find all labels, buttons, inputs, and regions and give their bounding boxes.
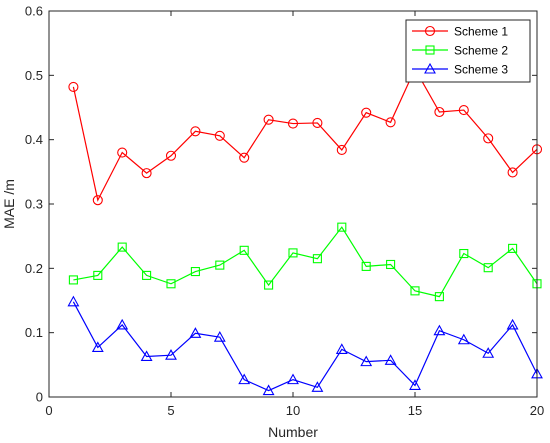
legend-item: Scheme 1: [412, 25, 508, 39]
y-tick-label: 0.5: [25, 68, 43, 83]
x-tick-label: 10: [286, 403, 300, 418]
data-point: [457, 333, 470, 345]
data-point: [434, 106, 445, 118]
data-point: [336, 144, 347, 156]
data-point: [165, 349, 177, 360]
data-point: [238, 373, 251, 385]
data-point: [337, 222, 347, 232]
y-axis-label: MAE /m: [1, 179, 17, 229]
data-point: [68, 275, 78, 285]
legend-marker: [424, 25, 436, 37]
data-point: [507, 167, 518, 178]
data-point: [508, 243, 518, 253]
x-tick-label: 0: [45, 403, 52, 418]
data-point: [213, 331, 226, 342]
data-point: [458, 105, 469, 116]
data-point: [239, 245, 249, 255]
legend-item: Scheme 3: [412, 63, 508, 77]
data-point: [190, 126, 201, 137]
data-point: [311, 381, 324, 392]
legend-label: Scheme 2: [454, 44, 508, 58]
x-tick-label: 5: [167, 403, 174, 418]
data-point: [410, 286, 420, 296]
x-axis-label: Number: [268, 424, 318, 440]
y-tick-label: 0: [36, 390, 43, 405]
data-point: [312, 117, 323, 128]
data-point: [117, 242, 127, 252]
data-point: [166, 279, 176, 289]
data-point: [361, 107, 372, 118]
data-point: [140, 350, 153, 362]
data-point: [483, 133, 494, 144]
data-point: [506, 318, 519, 330]
data-point: [214, 130, 225, 141]
axes-layer: 0 5 10 15 20 0 0.1 0.2 0.3 0.4 0.5 0.6: [25, 4, 544, 419]
legend-item: Scheme 2: [412, 44, 508, 58]
y-tick-label: 0.4: [25, 132, 43, 147]
data-point: [335, 343, 348, 354]
data-point: [409, 379, 421, 390]
legend-marker: [425, 45, 435, 55]
data-point: [385, 117, 396, 128]
y-tick-label: 0.1: [25, 325, 43, 340]
y-tick-label: 0.6: [25, 4, 43, 19]
data-point: [190, 266, 200, 277]
data-point: [312, 254, 322, 264]
data-point: [165, 150, 177, 161]
data-point: [262, 384, 275, 396]
data-point: [361, 261, 371, 271]
data-point: [264, 280, 274, 290]
data-point: [483, 263, 493, 273]
y-tick-label: 0.2: [25, 261, 43, 276]
y-tick-label: 0.3: [25, 197, 43, 212]
data-point: [92, 195, 103, 206]
legend-marker: [424, 62, 436, 74]
data-point: [360, 355, 373, 367]
data-point: [239, 152, 250, 163]
data-point: [263, 114, 274, 125]
data-point: [482, 347, 495, 358]
data-point: [287, 373, 299, 385]
data-point: [384, 354, 397, 365]
legend-label: Scheme 3: [454, 63, 508, 77]
data-point: [116, 318, 129, 330]
data-point: [189, 327, 202, 338]
data-point: [67, 295, 80, 307]
data-point: [459, 248, 469, 259]
data-point: [386, 259, 396, 270]
legend-box: [405, 19, 531, 83]
series-2: [68, 222, 542, 302]
data-point: [215, 260, 225, 270]
data-point: [142, 270, 152, 280]
data-point: [434, 292, 444, 302]
legend: Scheme 1 Scheme 2 Scheme 3: [405, 19, 531, 83]
data-point: [117, 147, 128, 158]
x-tick-label: 20: [530, 403, 544, 418]
series-line: [72, 301, 538, 392]
series-3: [67, 295, 543, 396]
data-point: [68, 81, 79, 92]
data-point: [287, 118, 299, 129]
data-point: [91, 341, 104, 353]
x-tick-label: 15: [408, 403, 422, 418]
data-point: [93, 270, 103, 280]
legend-label: Scheme 1: [454, 25, 508, 39]
data-point: [141, 168, 152, 179]
data-point: [433, 324, 446, 336]
data-point: [288, 248, 298, 258]
